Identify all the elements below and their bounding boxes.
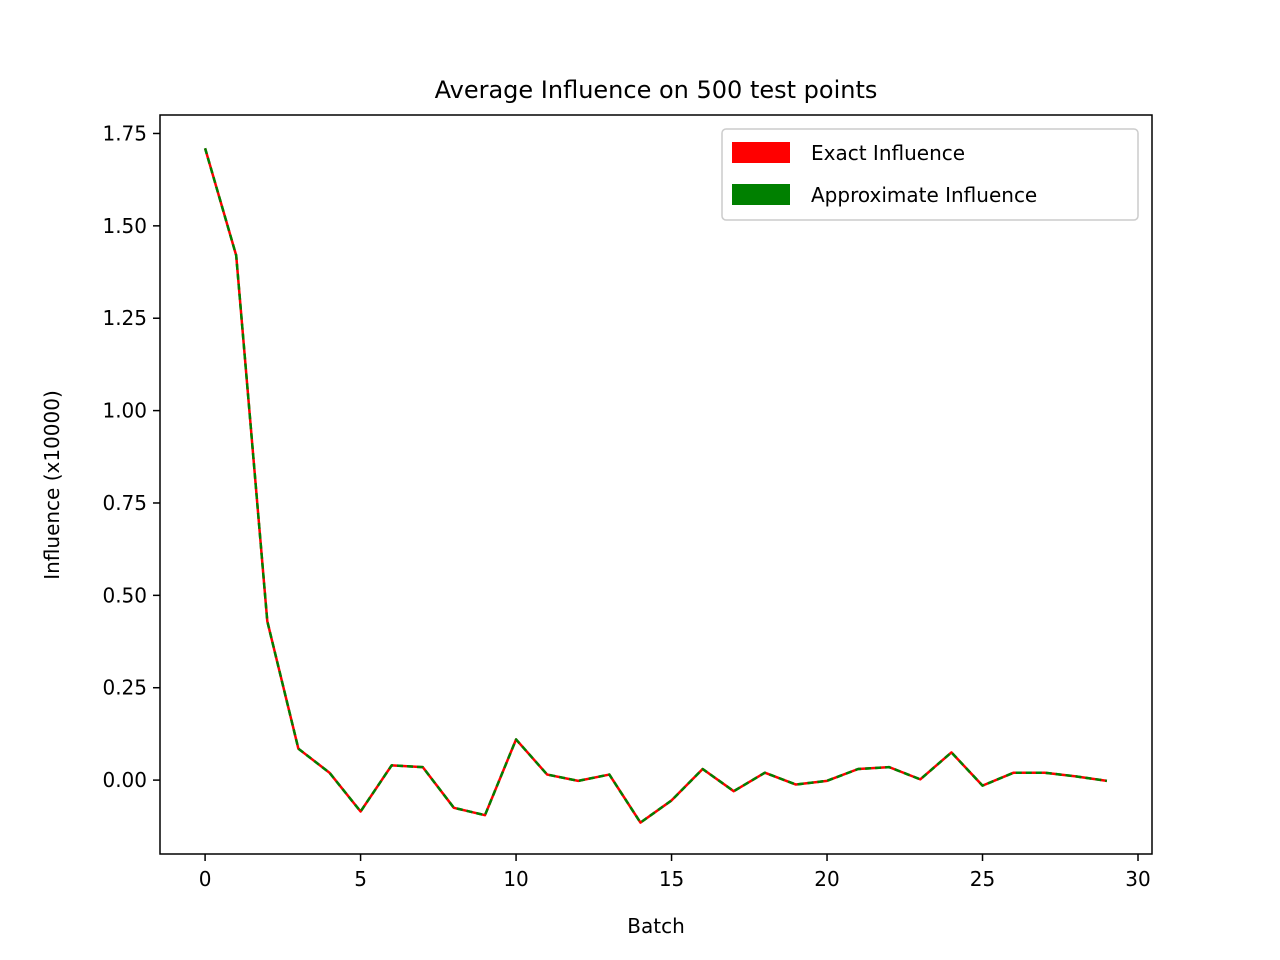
legend-swatch-exact [732,142,790,163]
x-tick-label: 15 [659,867,684,891]
series-line-approximate-influence [203,147,1108,824]
chart-title: Average Influence on 500 test points [435,76,878,104]
y-tick-label: 0.00 [102,768,147,792]
y-tick-label: 0.25 [102,676,147,700]
y-tick-label: 0.75 [102,491,147,515]
x-axis: 0 5 10 15 20 25 30 [199,854,1151,891]
x-axis-label: Batch [627,914,685,938]
x-tick-label: 10 [503,867,528,891]
x-tick-label: 20 [814,867,839,891]
legend-label-exact: Exact Influence [811,141,965,165]
x-tick-label: 5 [354,867,367,891]
x-tick-label: 0 [199,867,212,891]
y-tick-label: 1.00 [102,399,147,423]
y-axis-label: Influence (x10000) [40,390,64,580]
x-tick-label: 25 [970,867,995,891]
legend-swatch-approximate [732,184,790,205]
y-tick-label: 0.50 [102,583,147,607]
y-axis: 0.00 0.25 0.50 0.75 1.00 1.25 1.50 1.75 [102,121,160,792]
plot-frame [159,114,1153,855]
series-layer [203,147,1108,824]
x-tick-label: 30 [1125,867,1150,891]
y-tick-label: 1.25 [102,306,147,330]
legend-box [721,128,1139,221]
legend: Exact Influence Approximate Influence [721,128,1139,221]
legend-label-approximate: Approximate Influence [811,183,1037,207]
y-tick-label: 1.75 [102,121,147,145]
y-tick-label: 1.50 [102,214,147,238]
